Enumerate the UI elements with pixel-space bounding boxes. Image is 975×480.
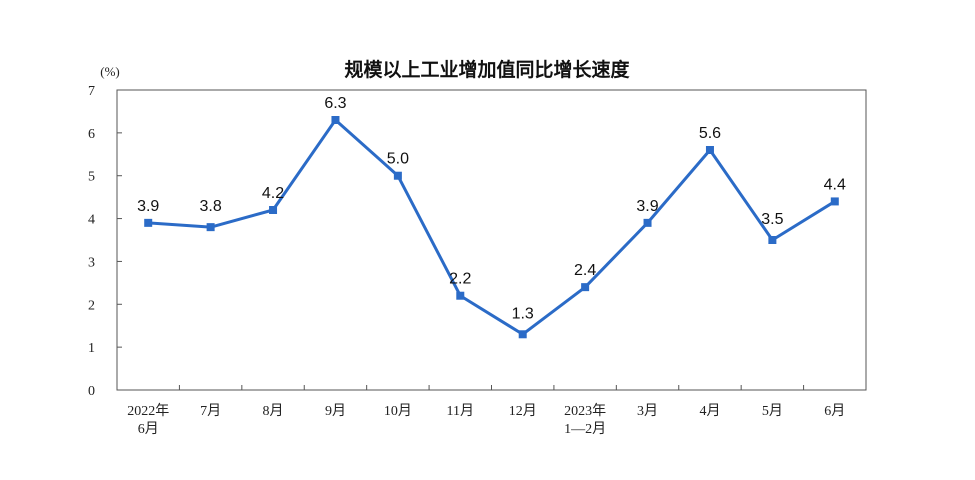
y-tick-label: 3 <box>88 255 95 270</box>
y-tick-label: 5 <box>88 170 95 185</box>
x-tick-label: 3月 <box>637 403 658 419</box>
x-tick-label: 11月 <box>447 403 474 419</box>
x-tick-label: 4月 <box>699 403 720 419</box>
data-point-marker <box>331 116 340 124</box>
data-point-marker <box>206 223 215 232</box>
data-label: 3.9 <box>636 198 658 215</box>
x-axis-ticks: 2022年 6月 7月 8月 9月 10月 11月 12月 2023年 1—2月 3月 4月 5月 6月 <box>116 385 867 437</box>
y-tick-label: 6 <box>88 127 95 142</box>
x-tick-label-line: 11月 <box>447 403 474 419</box>
data-point-marker <box>643 218 652 227</box>
data-label: 3.8 <box>200 198 222 215</box>
x-tick-label-line: 7月 <box>200 403 221 419</box>
x-tick-label: 2022年 6月 <box>127 403 169 437</box>
x-tick-label-line: 4月 <box>699 403 720 419</box>
data-labels: 3.9 3.8 4.2 6.3 5.0 2.2 1.3 2.4 3.9 5.6 3.5 4.4 <box>137 95 846 322</box>
data-label: 6.3 <box>324 95 346 112</box>
x-tick-label-line: 6月 <box>138 421 159 437</box>
x-tick-label-line: 6月 <box>824 403 845 419</box>
y-tick-label: 2 <box>88 298 95 313</box>
plot-area-frame <box>116 89 867 391</box>
y-unit-label: (%) <box>100 64 120 79</box>
data-point-marker <box>705 146 714 154</box>
x-tick-label-line: 9月 <box>325 403 346 419</box>
data-point-marker <box>269 206 278 214</box>
data-label: 4.4 <box>824 176 846 193</box>
x-tick-label: 2023年 1—2月 <box>564 403 606 437</box>
x-tick-label: 10月 <box>384 403 412 419</box>
x-tick-label: 7月 <box>200 403 221 419</box>
data-label: 3.9 <box>137 198 159 215</box>
x-tick-label: 9月 <box>325 403 346 419</box>
y-tick-label: 4 <box>88 213 95 228</box>
data-label: 2.2 <box>449 271 471 288</box>
data-label: 3.5 <box>761 211 783 228</box>
x-tick-label: 12月 <box>509 403 537 419</box>
data-point-marker <box>456 291 465 300</box>
data-label: 5.0 <box>387 151 409 168</box>
x-tick-label: 8月 <box>263 403 284 419</box>
x-tick-label: 5月 <box>762 403 783 419</box>
x-tick-label-line: 3月 <box>637 403 658 419</box>
data-point-marker <box>393 171 402 180</box>
x-tick-label: 6月 <box>824 403 845 419</box>
y-tick-label: 7 <box>88 84 95 99</box>
x-tick-label-line: 2022年 <box>127 403 169 419</box>
y-tick-label: 1 <box>88 341 95 356</box>
x-tick-label-line: 2023年 <box>564 403 606 419</box>
data-point-marker <box>144 218 153 227</box>
y-tick-label: 0 <box>88 384 95 399</box>
data-label: 2.4 <box>574 262 596 279</box>
chart-title: 规模以上工业增加值同比增长速度 <box>344 58 630 81</box>
x-tick-label-line: 12月 <box>509 403 537 419</box>
x-tick-label-line: 1—2月 <box>564 421 606 437</box>
data-label: 5.6 <box>699 125 721 142</box>
x-tick-label-line: 10月 <box>384 403 412 419</box>
data-point-marker <box>581 283 590 292</box>
series-markers <box>144 116 839 339</box>
y-axis-ticks: 0 1 2 3 4 5 6 7 <box>88 84 122 399</box>
x-tick-label-line: 5月 <box>762 403 783 419</box>
data-point-marker <box>518 330 527 339</box>
data-label: 1.3 <box>512 305 534 322</box>
series-line <box>148 118 836 336</box>
x-tick-label-line: 8月 <box>263 403 284 419</box>
data-point-marker <box>768 236 777 244</box>
data-label: 4.2 <box>262 185 284 202</box>
data-point-marker <box>830 197 839 206</box>
